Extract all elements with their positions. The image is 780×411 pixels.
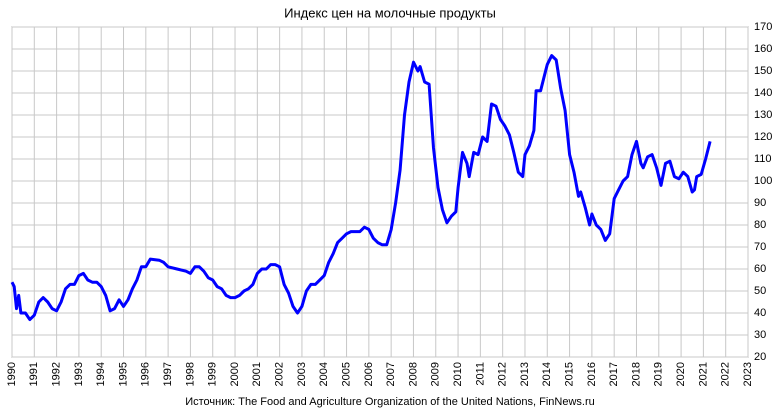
x-tick-label: 1992: [51, 362, 63, 386]
x-tick-label: 2016: [586, 362, 598, 386]
x-tick-label: 2021: [697, 362, 709, 386]
x-tick-label: 2018: [630, 362, 642, 386]
x-tick-label: 2007: [385, 362, 397, 386]
plot-area: [11, 26, 749, 358]
x-tick-label: 2009: [430, 362, 442, 386]
y-tick-label: 40: [754, 307, 766, 319]
x-tick-label: 1996: [140, 362, 152, 386]
x-tick-label: 1999: [207, 362, 219, 386]
x-tick-label: 2006: [363, 362, 375, 386]
x-tick-label: 2019: [653, 362, 665, 386]
x-tick-label: 2010: [452, 362, 464, 386]
x-tick-label: 1995: [117, 362, 129, 386]
x-tick-label: 2002: [274, 362, 286, 386]
x-tick-label: 1994: [95, 362, 107, 386]
y-tick-label: 110: [754, 153, 772, 165]
y-tick-label: 170: [754, 21, 772, 33]
x-tick-label: 2012: [497, 362, 509, 386]
x-tick-label: 2004: [318, 362, 330, 386]
y-tick-label: 50: [754, 285, 766, 297]
x-tick-label: 1998: [184, 362, 196, 386]
y-tick-label: 60: [754, 263, 766, 275]
x-tick-label: 2015: [563, 362, 575, 386]
x-tick-label: 2022: [720, 362, 732, 386]
x-tick-label: 2023: [742, 362, 754, 386]
x-tick-label: 1997: [162, 362, 174, 386]
x-tick-label: 1991: [28, 362, 40, 386]
x-tick-label: 2011: [474, 362, 486, 386]
source-note: Источник: The Food and Agriculture Organ…: [185, 396, 595, 408]
x-tick-label: 2017: [608, 362, 620, 386]
x-tick-label: 2014: [541, 362, 553, 386]
y-tick-label: 140: [754, 87, 772, 99]
x-tick-label: 2003: [296, 362, 308, 386]
x-tick-label: 2000: [229, 362, 241, 386]
x-tick-label: 2005: [340, 362, 352, 386]
x-tick-label: 2008: [407, 362, 419, 386]
x-tick-label: 2020: [675, 362, 687, 386]
x-tick-label: 2001: [251, 362, 263, 386]
x-tick-label: 2013: [519, 362, 531, 386]
chart-title: Индекс цен на молочные продукты: [284, 5, 496, 20]
x-tick-label: 1993: [73, 362, 85, 386]
y-tick-label: 160: [754, 43, 772, 55]
y-tick-label: 80: [754, 219, 766, 231]
y-tick-label: 150: [754, 65, 772, 77]
y-tick-label: 30: [754, 329, 766, 341]
y-tick-label: 100: [754, 175, 772, 187]
y-tick-label: 130: [754, 109, 772, 121]
x-tick-label: 1990: [6, 362, 18, 386]
y-tick-label: 90: [754, 197, 766, 209]
y-tick-label: 20: [754, 351, 766, 363]
y-tick-label: 70: [754, 241, 766, 253]
y-tick-label: 120: [754, 131, 772, 143]
data-line: [10, 54, 712, 322]
